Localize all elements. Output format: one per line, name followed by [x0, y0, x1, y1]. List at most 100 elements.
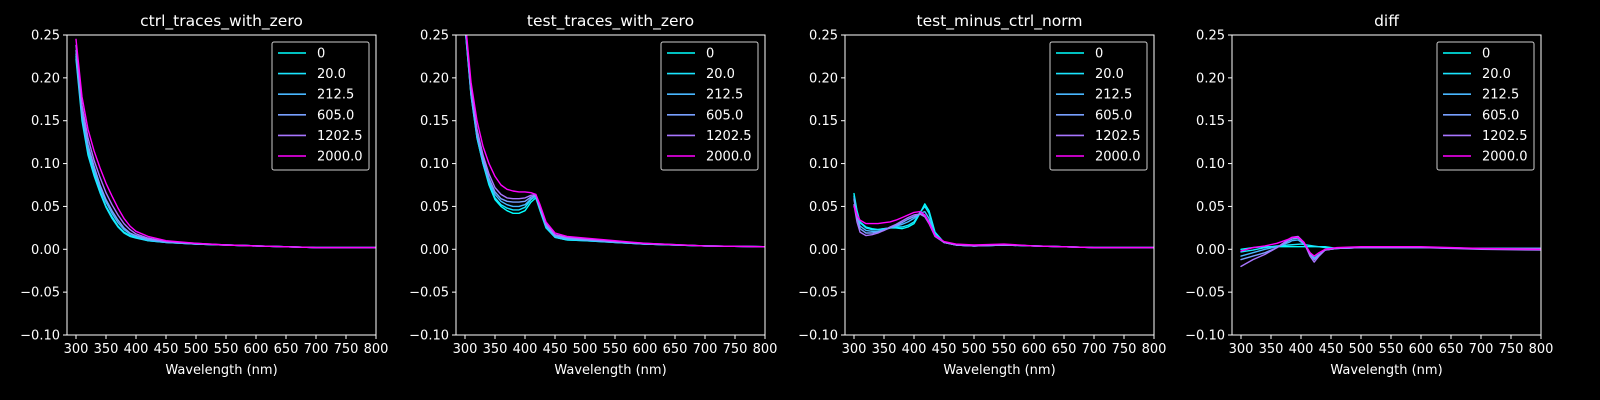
x-tick-label: 550: [214, 342, 239, 357]
legend-label: 212.5: [1482, 88, 1519, 103]
x-tick-label: 450: [154, 342, 179, 357]
series-group: [75, 38, 376, 249]
legend-label: 605.0: [1095, 108, 1132, 123]
chart-panel-4: 300 350 400 450 500 550 600 650 700 750 800 −0.10 −0…: [1185, 12, 1553, 378]
y-tick-label: 0.10: [809, 157, 838, 172]
legend-label: 1202.5: [1095, 129, 1141, 144]
y-tick-label: 0.25: [809, 29, 838, 44]
legend-label: 1202.5: [1482, 129, 1528, 144]
x-tick-label: 650: [1439, 342, 1464, 357]
x-tick-label: 800: [1142, 342, 1167, 357]
y-tick-label: 0.15: [1196, 114, 1225, 129]
y-tick-label: 0.00: [809, 243, 838, 258]
x-axis-label: Wavelength (nm): [943, 363, 1055, 378]
x-tick-label: 650: [663, 342, 688, 357]
y-tick-label: −0.10: [409, 329, 449, 344]
y-tick-label: −0.10: [798, 329, 838, 344]
x-tick-label: 550: [992, 342, 1017, 357]
y-tick-label: 0.05: [31, 200, 60, 215]
x-tick-label: 400: [513, 342, 538, 357]
series-line-6: [75, 38, 376, 249]
x-tick-label: 750: [1499, 342, 1524, 357]
x-tick-label: 450: [1319, 342, 1344, 357]
x-tick-label: 750: [723, 342, 748, 357]
legend-label: 0: [706, 47, 714, 62]
legend-label: 0: [1482, 47, 1490, 62]
legend: 0 20.0 212.5 605.0 1202.5 2000.0: [271, 41, 370, 171]
legend-label: 605.0: [317, 108, 354, 123]
axes-frame: [1231, 34, 1542, 336]
chart-panel-1: 300 350 400 450 500 550 600 650 700 750 800 −0.10 −0…: [20, 12, 388, 378]
x-tick-label: 700: [693, 342, 718, 357]
chart-title: test_minus_ctrl_norm: [917, 12, 1083, 31]
x-tick-label: 650: [1052, 342, 1077, 357]
x-axis-label: Wavelength (nm): [165, 363, 277, 378]
legend-label: 2000.0: [317, 150, 363, 165]
axes-frame: [455, 34, 766, 336]
x-axis-label: Wavelength (nm): [1330, 363, 1442, 378]
x-tick-label: 650: [274, 342, 299, 357]
axes-frame: [844, 34, 1155, 336]
y-tick-label: −0.05: [409, 286, 449, 301]
y-tick-label: −0.05: [1185, 286, 1225, 301]
y-tick-label: 0.00: [31, 243, 60, 258]
x-tick-label: 500: [184, 342, 209, 357]
chart-title: test_traces_with_zero: [527, 12, 694, 31]
x-tick-label: 450: [543, 342, 568, 357]
series-line-5: [853, 203, 1154, 249]
y-tick-label: 0.25: [31, 29, 60, 44]
chart-title: diff: [1374, 12, 1399, 30]
series-line-2: [853, 195, 1154, 249]
axes-frame: [66, 34, 377, 336]
legend-label: 212.5: [706, 88, 743, 103]
series-group: [465, 35, 765, 248]
y-tick-label: −0.05: [20, 286, 60, 301]
x-tick-label: 800: [1529, 342, 1554, 357]
chart-panel-3: 300 350 400 450 500 550 600 650 700 750 800 −0.10 −0…: [798, 12, 1166, 378]
legend: 0 20.0 212.5 605.0 1202.5 2000.0: [660, 41, 759, 171]
legend: 0 20.0 212.5 605.0 1202.5 2000.0: [1049, 41, 1148, 171]
x-tick-label: 350: [94, 342, 119, 357]
y-tick-label: 0.20: [420, 71, 449, 86]
series-line-6: [853, 205, 1154, 249]
y-tick-label: −0.10: [1185, 329, 1225, 344]
legend-label: 1202.5: [706, 129, 752, 144]
x-tick-label: 300: [842, 342, 867, 357]
x-tick-label: 500: [962, 342, 987, 357]
x-tick-label: 500: [1349, 342, 1374, 357]
legend-label: 20.0: [706, 67, 735, 82]
legend-label: 2000.0: [706, 150, 752, 165]
legend-label: 2000.0: [1095, 150, 1141, 165]
x-tick-label: 600: [633, 342, 658, 357]
legend-label: 1202.5: [317, 129, 363, 144]
y-tick-label: 0.25: [420, 29, 449, 44]
y-tick-label: 0.15: [420, 114, 449, 129]
x-axis-label: Wavelength (nm): [554, 363, 666, 378]
x-tick-label: 700: [1469, 342, 1494, 357]
y-tick-label: 0.05: [1196, 200, 1225, 215]
x-tick-label: 300: [453, 342, 478, 357]
y-tick-label: 0.05: [809, 200, 838, 215]
y-tick-label: 0.10: [1196, 157, 1225, 172]
y-tick-label: −0.10: [20, 329, 60, 344]
y-tick-label: 0.25: [1196, 29, 1225, 44]
y-tick-label: −0.05: [798, 286, 838, 301]
legend-label: 605.0: [706, 108, 743, 123]
x-tick-label: 800: [364, 342, 389, 357]
x-tick-label: 750: [334, 342, 359, 357]
x-tick-label: 550: [603, 342, 628, 357]
legend-label: 2000.0: [1482, 150, 1528, 165]
y-tick-label: 0.00: [1196, 243, 1225, 258]
x-tick-label: 600: [1022, 342, 1047, 357]
series-group: [1240, 235, 1541, 268]
x-tick-label: 300: [1229, 342, 1254, 357]
series-group: [853, 192, 1154, 249]
x-tick-label: 800: [753, 342, 778, 357]
legend-label: 20.0: [1482, 67, 1511, 82]
x-tick-label: 350: [483, 342, 508, 357]
legend-label: 0: [1095, 47, 1103, 62]
x-tick-label: 400: [902, 342, 927, 357]
series-line-5: [1240, 235, 1541, 268]
chart-panel-2: 300 350 400 450 500 550 600 650 700 750 800 −0.10 −0…: [409, 12, 777, 378]
